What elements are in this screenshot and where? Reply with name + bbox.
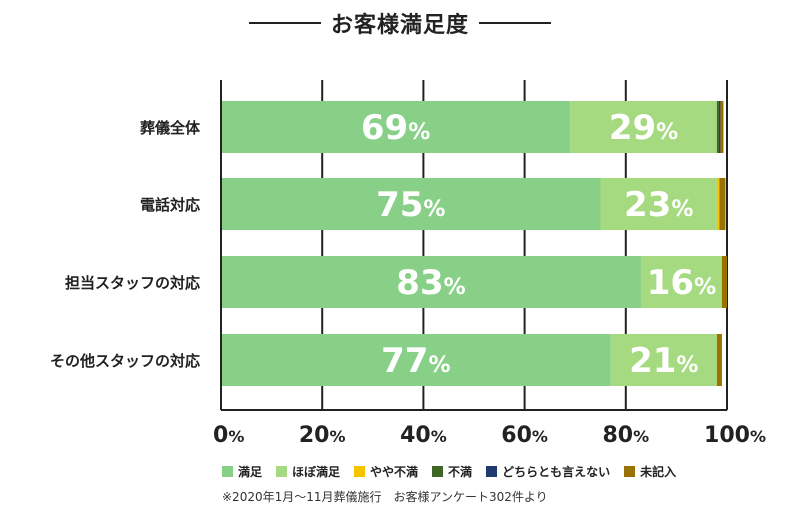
- bar-segment: [640, 256, 722, 308]
- data-label: 16%: [647, 263, 716, 303]
- legend-label: 満足: [238, 464, 263, 479]
- legend-item: 不満: [432, 463, 472, 480]
- bar-segment: [716, 178, 720, 230]
- x-tick-label: 0%: [213, 423, 244, 448]
- x-tick-label: 80%: [602, 423, 649, 448]
- legend-swatch: [486, 465, 498, 477]
- data-label: 21%: [629, 341, 698, 381]
- bar-segment: [716, 101, 719, 153]
- bar-segment: [600, 178, 717, 230]
- legend-swatch: [354, 465, 366, 477]
- x-tick-label: 20%: [299, 423, 346, 448]
- bar-segment: [221, 101, 571, 153]
- bar-segment: [721, 256, 727, 308]
- plot-area: 葬儀全体 69% 29% 電話対応 75% 23% 担当スタッフの対応 83% 16% その他スタ…: [50, 80, 766, 448]
- data-label: 75%: [376, 185, 445, 225]
- x-tick-label: 60%: [501, 423, 548, 448]
- bar-segment: [610, 334, 717, 386]
- data-label: 69%: [361, 108, 430, 148]
- bar-segment: [718, 101, 721, 153]
- legend-label: 不満: [448, 464, 473, 479]
- legend: 満足 ほぼ満足 やや不満 不満 どちらとも言えない 未記入: [222, 462, 690, 480]
- legend-swatch: [276, 465, 288, 477]
- bar-segment: [221, 256, 641, 308]
- category-label: 葬儀全体: [140, 119, 201, 137]
- bar-segment: [221, 334, 611, 386]
- bar-segment: [221, 178, 601, 230]
- legend-label: ほぼ満足: [292, 464, 341, 479]
- legend-swatch: [624, 465, 636, 477]
- bar-segment: [719, 178, 726, 230]
- footnote: ※2020年1月～11月葬儀施行 お客様アンケート302件より: [222, 490, 548, 504]
- category-label: 担当スタッフの対応: [65, 274, 200, 292]
- bar-segment: [720, 101, 724, 153]
- x-tick-label: 40%: [400, 423, 447, 448]
- x-tick-label: 100%: [704, 423, 766, 448]
- bar-segment: [716, 334, 722, 386]
- legend-item: ほぼ満足: [276, 463, 340, 480]
- legend-item: どちらとも言えない: [486, 463, 610, 480]
- data-label: 83%: [396, 263, 465, 303]
- legend-label: やや不満: [370, 464, 419, 479]
- chart-title: お客様満足度: [330, 12, 469, 38]
- data-label: 23%: [624, 185, 693, 225]
- data-label: 29%: [609, 108, 678, 148]
- title-rule-left: [248, 22, 321, 24]
- bar-segment: [570, 101, 717, 153]
- title-rule-right: [479, 22, 551, 24]
- legend-label: 未記入: [640, 464, 677, 479]
- legend-item: 未記入: [624, 463, 676, 480]
- category-label: その他スタッフの対応: [50, 352, 200, 370]
- chart-title-block: お客様満足度: [0, 6, 800, 40]
- legend-label: どちらとも言えない: [502, 464, 611, 479]
- category-label: 電話対応: [140, 196, 200, 214]
- legend-item: 満足: [222, 463, 262, 480]
- legend-swatch: [432, 465, 444, 477]
- legend-swatch: [222, 465, 233, 477]
- legend-item: やや不満: [354, 463, 418, 480]
- data-label: 77%: [381, 341, 450, 381]
